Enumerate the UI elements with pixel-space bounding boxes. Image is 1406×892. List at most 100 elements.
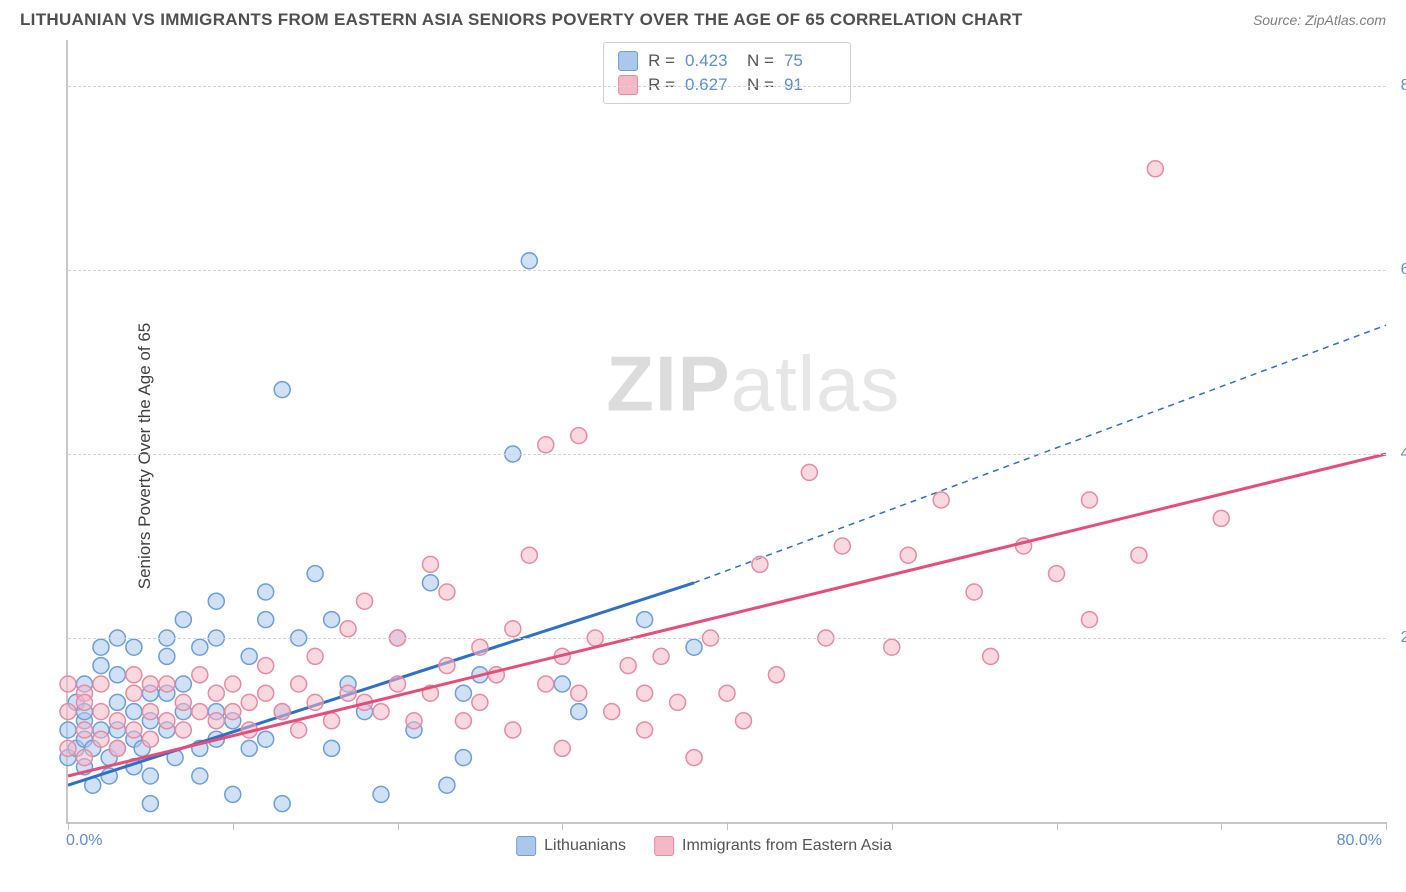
data-point bbox=[1049, 566, 1065, 582]
y-tick-label: 80.0% bbox=[1391, 77, 1406, 95]
data-point bbox=[406, 713, 422, 729]
data-point bbox=[93, 676, 109, 692]
stats-row: R =0.423N =75 bbox=[618, 49, 836, 73]
data-point bbox=[159, 648, 175, 664]
data-point bbox=[225, 704, 241, 720]
x-tick bbox=[68, 822, 69, 830]
legend-item: Lithuanians bbox=[516, 836, 626, 856]
gridline bbox=[68, 454, 1386, 455]
data-point bbox=[966, 584, 982, 600]
data-point bbox=[637, 722, 653, 738]
data-point bbox=[126, 639, 142, 655]
x-axis-max-label: 80.0% bbox=[1337, 832, 1382, 850]
data-point bbox=[455, 713, 471, 729]
data-point bbox=[307, 566, 323, 582]
stat-value-r: 0.627 bbox=[685, 75, 737, 95]
data-point bbox=[307, 694, 323, 710]
data-point bbox=[637, 612, 653, 628]
chart-title: LITHUANIAN VS IMMIGRANTS FROM EASTERN AS… bbox=[20, 10, 1023, 30]
data-point bbox=[175, 612, 191, 628]
legend: LithuaniansImmigrants from Eastern Asia bbox=[516, 836, 892, 856]
data-point bbox=[1081, 492, 1097, 508]
data-point bbox=[225, 676, 241, 692]
legend-swatch bbox=[654, 836, 674, 856]
data-point bbox=[686, 750, 702, 766]
scatter-svg bbox=[68, 40, 1386, 822]
data-point bbox=[142, 731, 158, 747]
data-point bbox=[324, 612, 340, 628]
data-point bbox=[752, 556, 768, 572]
stats-row: R =0.627N =91 bbox=[618, 73, 836, 97]
data-point bbox=[455, 685, 471, 701]
data-point bbox=[93, 731, 109, 747]
data-point bbox=[439, 658, 455, 674]
data-point bbox=[422, 575, 438, 591]
data-point bbox=[637, 685, 653, 701]
series-swatch bbox=[618, 75, 638, 95]
series-swatch bbox=[618, 51, 638, 71]
data-point bbox=[126, 704, 142, 720]
data-point bbox=[93, 704, 109, 720]
data-point bbox=[801, 464, 817, 480]
stat-value-r: 0.423 bbox=[685, 51, 737, 71]
data-point bbox=[1147, 161, 1163, 177]
data-point bbox=[60, 740, 76, 756]
data-point bbox=[686, 639, 702, 655]
data-point bbox=[142, 768, 158, 784]
data-point bbox=[620, 658, 636, 674]
y-tick-label: 40.0% bbox=[1391, 445, 1406, 463]
source-attribution: Source: ZipAtlas.com bbox=[1253, 12, 1386, 28]
data-point bbox=[60, 704, 76, 720]
data-point bbox=[324, 713, 340, 729]
data-point bbox=[735, 713, 751, 729]
data-point bbox=[208, 685, 224, 701]
data-point bbox=[159, 713, 175, 729]
data-point bbox=[126, 722, 142, 738]
data-point bbox=[538, 676, 554, 692]
x-tick bbox=[892, 822, 893, 830]
data-point bbox=[192, 768, 208, 784]
stat-label-r: R = bbox=[648, 75, 675, 95]
data-point bbox=[472, 694, 488, 710]
data-point bbox=[768, 667, 784, 683]
data-point bbox=[983, 648, 999, 664]
data-point bbox=[554, 676, 570, 692]
stat-label-n: N = bbox=[747, 75, 774, 95]
chart-container: Seniors Poverty Over the Age of 65 ZIPat… bbox=[22, 40, 1386, 872]
data-point bbox=[60, 676, 76, 692]
data-point bbox=[93, 658, 109, 674]
plot-area: ZIPatlas R =0.423N =75R =0.627N =91 20.0… bbox=[66, 40, 1386, 824]
data-point bbox=[472, 639, 488, 655]
legend-swatch bbox=[516, 836, 536, 856]
data-point bbox=[241, 694, 257, 710]
data-point bbox=[933, 492, 949, 508]
data-point bbox=[208, 713, 224, 729]
stat-label-r: R = bbox=[648, 51, 675, 71]
data-point bbox=[109, 694, 125, 710]
stat-value-n: 75 bbox=[784, 51, 836, 71]
x-axis-min-label: 0.0% bbox=[66, 832, 102, 850]
x-tick bbox=[727, 822, 728, 830]
data-point bbox=[455, 750, 471, 766]
data-point bbox=[142, 796, 158, 812]
data-point bbox=[159, 676, 175, 692]
data-point bbox=[505, 722, 521, 738]
correlation-stats-box: R =0.423N =75R =0.627N =91 bbox=[603, 42, 851, 104]
data-point bbox=[653, 648, 669, 664]
data-point bbox=[670, 694, 686, 710]
data-point bbox=[93, 639, 109, 655]
data-point bbox=[538, 437, 554, 453]
data-point bbox=[439, 584, 455, 600]
data-point bbox=[126, 667, 142, 683]
data-point bbox=[373, 704, 389, 720]
data-point bbox=[884, 639, 900, 655]
data-point bbox=[192, 639, 208, 655]
data-point bbox=[291, 676, 307, 692]
y-tick-label: 60.0% bbox=[1391, 261, 1406, 279]
data-point bbox=[258, 685, 274, 701]
data-point bbox=[109, 667, 125, 683]
x-tick bbox=[1221, 822, 1222, 830]
legend-label: Lithuanians bbox=[544, 837, 626, 855]
data-point bbox=[192, 704, 208, 720]
data-point bbox=[1081, 612, 1097, 628]
